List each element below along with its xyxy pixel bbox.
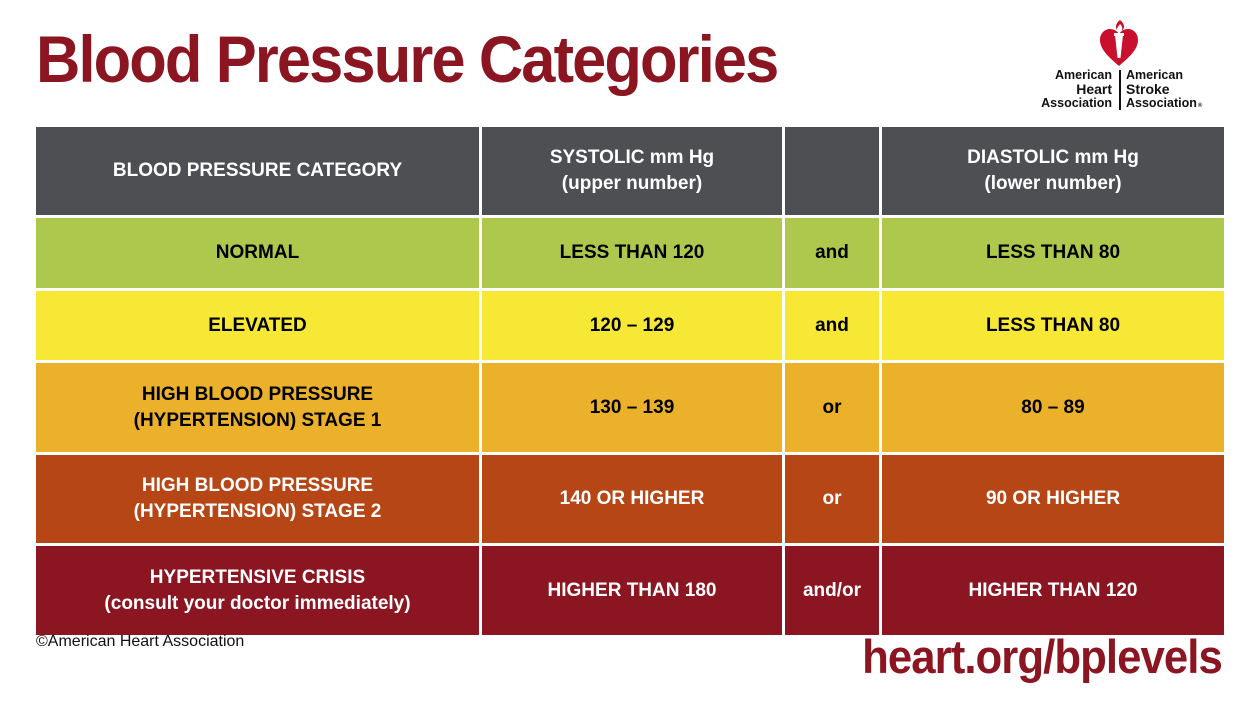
row-2-category: ELEVATED xyxy=(36,291,479,360)
row-1-diastolic-text: LESS THAN 80 xyxy=(985,242,1121,263)
header-category-text: BLOOD PRESSURE CATEGORY xyxy=(112,160,403,181)
header-category: BLOOD PRESSURE CATEGORY xyxy=(36,127,479,215)
aha-asa-logo: American Heart Association American Stro… xyxy=(1030,14,1230,114)
row-5-connector: and/or xyxy=(785,546,879,635)
row-3-connector: or xyxy=(785,363,879,452)
row-3-diastolic-text: 80 – 89 xyxy=(1021,396,1085,418)
row-4-category-text: HIGH BLOOD PRESSURE (HYPERTENSION) STAGE… xyxy=(133,475,382,522)
header-systolic: SYSTOLIC mm Hg (upper number) xyxy=(482,127,782,215)
row-2-diastolic-text: LESS THAN 80 xyxy=(985,314,1121,336)
row-3-category: HIGH BLOOD PRESSURE (HYPERTENSION) STAGE… xyxy=(36,363,479,452)
bplevels-link[interactable]: heart.org/bplevels xyxy=(862,630,1223,683)
row-5-diastolic-text: HIGHER THAN 120 xyxy=(968,579,1138,601)
row-1-systolic: LESS THAN 120 xyxy=(482,218,782,288)
row-5-category: HYPERTENSIVE CRISIS (consult your doctor… xyxy=(36,546,479,635)
row-4-connector-text: or xyxy=(822,488,842,509)
row-5-connector-text: and/or xyxy=(802,579,862,601)
row-4-category: HIGH BLOOD PRESSURE (HYPERTENSION) STAGE… xyxy=(36,455,479,543)
row-3-diastolic: 80 – 89 xyxy=(882,363,1224,452)
page-title: Blood Pressure Categories xyxy=(36,22,779,96)
row-4-diastolic-text: 90 OR HIGHER xyxy=(985,488,1121,509)
torch-handle xyxy=(1115,35,1123,58)
header-systolic-text: SYSTOLIC mm Hg (upper number) xyxy=(549,147,715,194)
row-2-systolic: 120 – 129 xyxy=(482,291,782,360)
logo-text-aha: American Heart Association xyxy=(1041,68,1112,110)
row-3-connector-text: or xyxy=(822,396,842,418)
row-1-category: NORMAL xyxy=(36,218,479,288)
header-diastolic-text: DIASTOLIC mm Hg (lower number) xyxy=(967,147,1139,194)
copyright-text: ©American Heart Association xyxy=(36,633,245,650)
row-2-connector: and xyxy=(785,291,879,360)
row-4-diastolic: 90 OR HIGHER xyxy=(882,455,1224,543)
row-1-connector: and xyxy=(785,218,879,288)
row-2-systolic-text: 120 – 129 xyxy=(589,314,675,336)
logo-text-asa: American Stroke Association® xyxy=(1126,68,1203,110)
row-5-systolic-text: HIGHER THAN 180 xyxy=(547,579,717,601)
row-4-systolic: 140 OR HIGHER xyxy=(482,455,782,543)
row-5-category-text: HYPERTENSIVE CRISIS (consult your doctor… xyxy=(104,566,411,614)
row-5-systolic: HIGHER THAN 180 xyxy=(482,546,782,635)
row-1-systolic-text: LESS THAN 120 xyxy=(559,242,705,263)
row-1-category-text: NORMAL xyxy=(215,242,300,263)
row-2-diastolic: LESS THAN 80 xyxy=(882,291,1224,360)
row-1-diastolic: LESS THAN 80 xyxy=(882,218,1224,288)
bp-categories-table: BLOOD PRESSURE CATEGORY SYSTOLIC mm Hg (u… xyxy=(36,127,1224,635)
header-diastolic: DIASTOLIC mm Hg (lower number) xyxy=(882,127,1224,215)
row-5-diastolic: HIGHER THAN 120 xyxy=(882,546,1224,635)
logo-divider xyxy=(1119,70,1121,110)
row-4-connector: or xyxy=(785,455,879,543)
row-3-systolic: 130 – 139 xyxy=(482,363,782,452)
torch-flame xyxy=(1116,20,1125,31)
row-2-category-text: ELEVATED xyxy=(208,314,307,336)
heart-torch-icon xyxy=(1100,20,1138,66)
registered-mark: ® xyxy=(1197,103,1203,109)
header-connector xyxy=(785,127,879,215)
row-3-systolic-text: 130 – 139 xyxy=(589,396,675,418)
row-4-systolic-text: 140 OR HIGHER xyxy=(559,488,705,509)
row-3-category-text: HIGH BLOOD PRESSURE (HYPERTENSION) STAGE… xyxy=(133,383,382,431)
row-2-connector-text: and xyxy=(815,314,849,336)
row-1-connector-text: and xyxy=(815,242,849,263)
